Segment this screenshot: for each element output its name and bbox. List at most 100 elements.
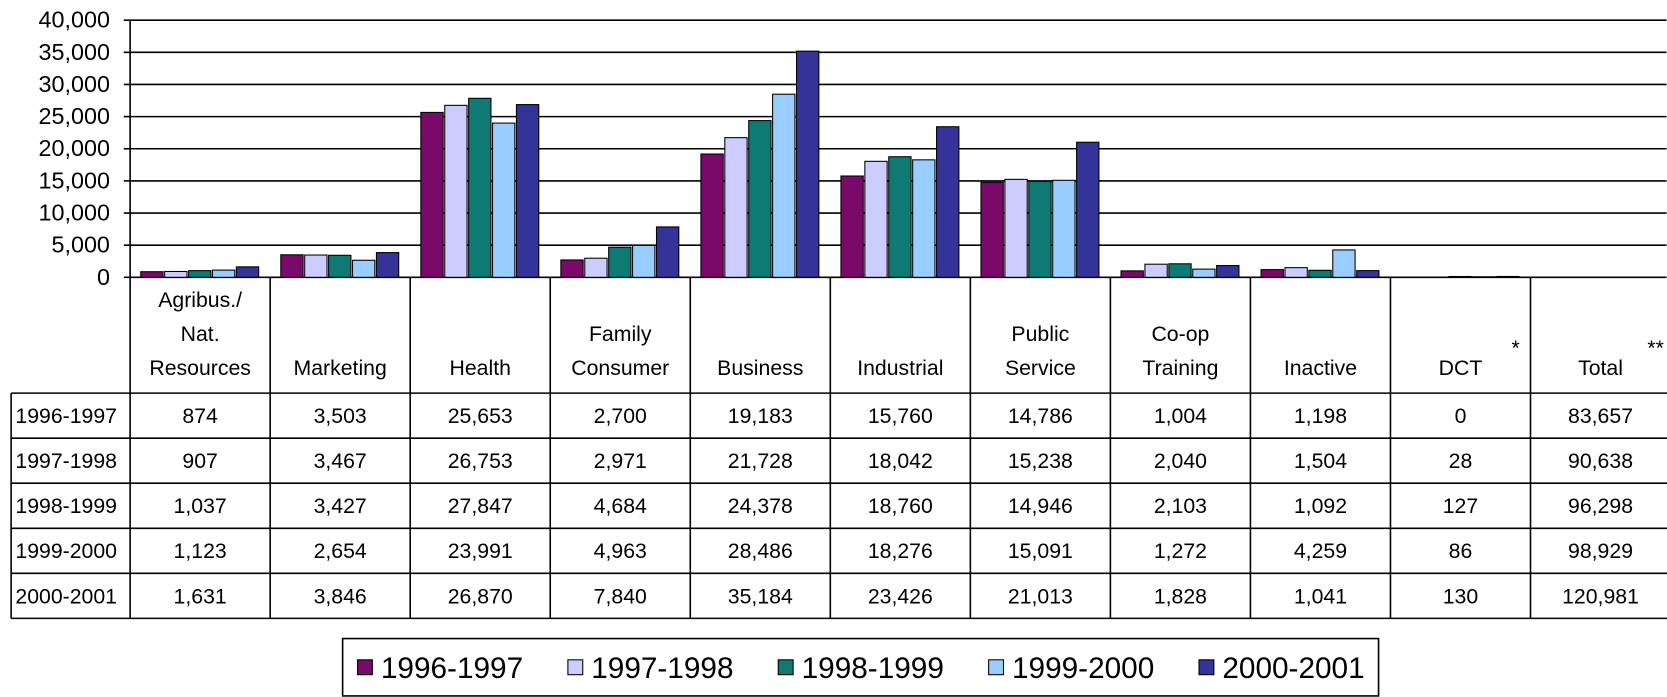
row-label: 2000-2001 <box>15 584 117 608</box>
table-value: 1,037 <box>174 494 227 518</box>
table-value: 86 <box>1449 539 1473 563</box>
table-value: 907 <box>182 449 217 473</box>
bar <box>1028 180 1052 278</box>
bar <box>468 97 492 278</box>
table-value: 23,991 <box>448 539 513 563</box>
bar <box>211 269 236 278</box>
table-value: 1,092 <box>1294 494 1347 518</box>
table-value: 23,426 <box>868 584 933 608</box>
table-value: 96,298 <box>1568 494 1633 518</box>
bar <box>492 122 516 278</box>
table-value: 3,467 <box>314 449 367 473</box>
bar <box>1356 270 1380 278</box>
bar <box>795 50 820 278</box>
legend-swatch <box>777 659 794 676</box>
category-label: Family Consumer <box>571 322 669 380</box>
table-value: 0 <box>1455 404 1467 428</box>
bar <box>700 153 724 278</box>
table-value: 3,846 <box>314 584 367 608</box>
table-value: 14,946 <box>1008 494 1073 518</box>
bar <box>1144 263 1168 278</box>
row-label: 1996-1997 <box>15 404 117 428</box>
table-value: 1,828 <box>1154 584 1207 608</box>
table-value: 15,091 <box>1008 539 1073 563</box>
bar <box>1004 178 1028 278</box>
table-value: 127 <box>1443 494 1478 518</box>
category-label: DCT <box>1439 356 1483 380</box>
table-value: 19,183 <box>728 404 793 428</box>
bar <box>748 120 772 278</box>
table-value: 1,272 <box>1154 539 1207 563</box>
table-value: 24,378 <box>728 494 793 518</box>
y-tick-label: 35,000 <box>38 39 109 65</box>
table-value: 1,041 <box>1294 584 1347 608</box>
bar <box>632 244 656 278</box>
bar <box>1472 276 1496 278</box>
bar <box>655 226 680 278</box>
bar <box>864 160 888 278</box>
table-value: 21,728 <box>728 449 793 473</box>
bar <box>772 93 796 278</box>
bar <box>188 270 212 278</box>
bar <box>1284 267 1308 278</box>
y-tick-label: 15,000 <box>38 167 109 193</box>
table-value: 1,123 <box>174 539 227 563</box>
table-value: 2,700 <box>594 404 647 428</box>
table-value: 18,042 <box>868 449 933 473</box>
legend-swatch <box>988 659 1005 676</box>
y-tick-label: 10,000 <box>38 199 109 225</box>
table-value: 1,631 <box>174 584 227 608</box>
table-value: 3,427 <box>314 494 367 518</box>
bar <box>608 246 632 278</box>
category-label: Health <box>450 356 511 380</box>
legend-label: 1999-2000 <box>1012 652 1154 685</box>
table-value: 1,004 <box>1154 404 1207 428</box>
bar <box>235 266 260 278</box>
bar <box>840 175 864 278</box>
legend-label: 2000-2001 <box>1222 652 1364 685</box>
bar <box>1332 249 1356 278</box>
bar <box>724 137 748 278</box>
table-value: 3,503 <box>314 404 367 428</box>
bar <box>584 257 608 278</box>
y-tick-label: 0 <box>97 264 110 290</box>
category-label: Agribus./Nat. Resources <box>149 288 251 380</box>
bar <box>351 259 376 278</box>
bar <box>164 270 188 278</box>
y-tick-label: 25,000 <box>38 103 109 129</box>
bar <box>1076 141 1100 278</box>
bar <box>936 126 960 278</box>
bar <box>280 254 304 278</box>
table-value: 7,840 <box>594 584 647 608</box>
bar <box>1192 268 1216 278</box>
bar <box>1216 265 1240 278</box>
legend-swatch <box>567 659 584 676</box>
table-value: 120,981 <box>1562 584 1639 608</box>
bar <box>1496 275 1520 278</box>
y-tick-label: 40,000 <box>38 7 109 33</box>
bar <box>1308 269 1332 278</box>
table-value: 4,259 <box>1294 539 1347 563</box>
y-tick-label: 5,000 <box>51 232 109 258</box>
bar <box>1120 270 1144 278</box>
table-value: 1,504 <box>1294 449 1347 473</box>
bar <box>328 254 352 278</box>
bar <box>912 159 936 278</box>
table-value: 130 <box>1443 584 1478 608</box>
table-value: 21,013 <box>1008 584 1073 608</box>
table-value: 15,238 <box>1008 449 1073 473</box>
legend-label: 1996-1997 <box>381 652 523 685</box>
bar <box>1448 275 1472 278</box>
footnote-mark: * <box>1511 336 1519 360</box>
table-value: 90,638 <box>1568 449 1633 473</box>
table-value: 4,684 <box>594 494 647 518</box>
row-label: 1999-2000 <box>15 539 117 563</box>
bar <box>980 181 1004 278</box>
table-value: 2,040 <box>1154 449 1207 473</box>
row-label: 1997-1998 <box>15 449 117 473</box>
bar <box>1168 263 1192 278</box>
category-label: Total <box>1578 356 1623 380</box>
table-value: 26,870 <box>448 584 513 608</box>
table-value: 18,276 <box>868 539 933 563</box>
